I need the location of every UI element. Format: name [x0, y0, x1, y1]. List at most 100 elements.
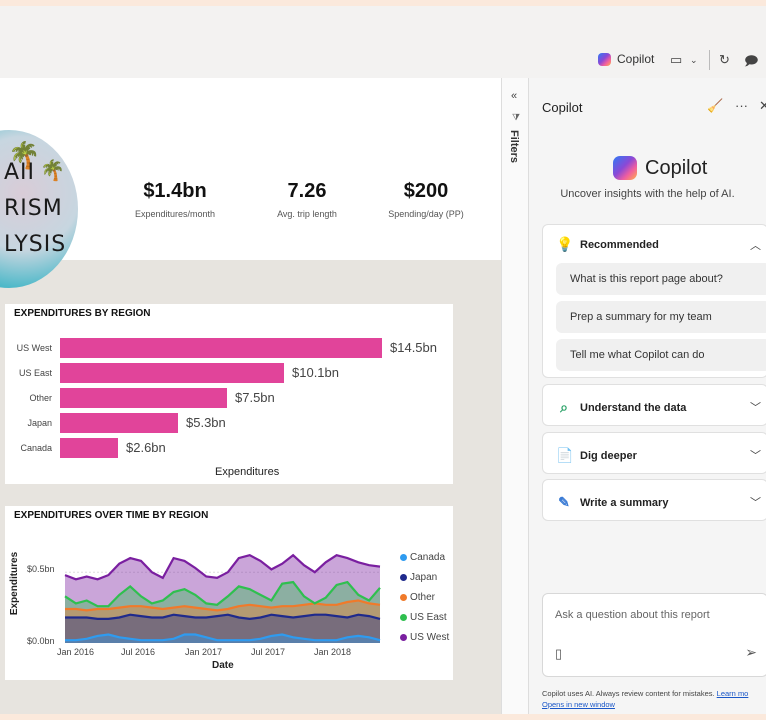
bar-value-label: $7.5bn	[235, 390, 275, 405]
bar-category-label: Japan	[27, 418, 52, 428]
y-tick: $0.5bn	[27, 564, 55, 574]
bar[interactable]	[60, 413, 178, 433]
area-chart-title: EXPENDITURES OVER TIME BY REGION	[14, 510, 209, 521]
more-options-icon[interactable]: ···	[735, 98, 748, 113]
area-fill-us_east	[65, 582, 380, 643]
chevron-down-icon[interactable]: ⌄	[690, 55, 698, 65]
bar[interactable]	[60, 338, 382, 358]
area-chart-xlabel: Date	[212, 660, 234, 671]
view-icon[interactable]: ▭	[670, 52, 683, 67]
legend-other[interactable]: Other	[400, 592, 435, 603]
kpi-band: 🌴 🌴 AII RISM LYSIS $1.4bn Expenditures/m…	[0, 78, 501, 288]
palm-icon: 🌴	[40, 160, 65, 182]
filters-label[interactable]: Filters	[508, 130, 520, 164]
palm-icon: 🌴	[8, 140, 41, 170]
bar[interactable]	[60, 388, 227, 408]
write-summary-section[interactable]: ✎ Write a summary ﹀	[542, 479, 766, 521]
filters-pane-collapsed[interactable]: « ⧩ Filters	[501, 78, 529, 714]
bar[interactable]	[60, 363, 284, 383]
recommended-section: 💡 Recommended ︿ What is this report page…	[542, 224, 766, 378]
chevron-down-icon[interactable]: ﹀	[750, 497, 761, 509]
legend-dot	[400, 594, 407, 601]
disclaimer-text: Copilot uses AI. Always review content f…	[542, 689, 715, 698]
series-line-other[interactable]	[65, 599, 381, 612]
copilot-logo-icon	[613, 156, 637, 180]
copilot-hero-title: Copilot	[645, 156, 708, 179]
ask-input-placeholder[interactable]: Ask a question about this report	[555, 609, 710, 621]
dig-deeper-header: 📄 Dig deeper	[556, 447, 637, 464]
x-tick: Jan 2018	[314, 647, 352, 657]
hero-text-line: AII	[4, 160, 36, 185]
section-label: Dig deeper	[580, 449, 637, 462]
legend-us-east[interactable]: US East	[400, 612, 447, 623]
prompt-what-can-do[interactable]: Tell me what Copilot can do	[556, 339, 766, 371]
bar-chart-card[interactable]: EXPENDITURES BY REGION US West $14.5bn US …	[5, 304, 453, 484]
toolbar-copilot-button[interactable]: Copilot	[598, 52, 654, 66]
refresh-icon[interactable]: ↻	[719, 52, 730, 67]
understand-section[interactable]: ⌕ Understand the data ﹀	[542, 384, 766, 426]
legend-us-west[interactable]: US West	[400, 632, 449, 643]
ask-input-box[interactable]: Ask a question about this report ▯ ➢	[542, 593, 766, 677]
recommended-header[interactable]: 💡 Recommended	[556, 236, 659, 253]
bar-value-label: $10.1bn	[292, 365, 339, 380]
legend-dot	[400, 634, 407, 641]
copilot-subtitle: Uncover insights with the help of AI.	[560, 188, 735, 200]
series-line-japan[interactable]	[65, 613, 381, 621]
chevron-down-icon[interactable]: ﹀	[750, 450, 761, 462]
kpi-value: $1.4bn	[143, 180, 207, 202]
section-label: Recommended	[580, 238, 659, 251]
filter-icon: ⧩	[512, 112, 521, 122]
chevron-up-icon[interactable]: ︿	[750, 240, 761, 252]
legend-label: Other	[410, 592, 436, 603]
dig-deeper-section[interactable]: 📄 Dig deeper ﹀	[542, 432, 766, 474]
legend-japan[interactable]: Japan	[400, 572, 437, 583]
copilot-logo-icon	[598, 52, 611, 66]
hero-image: 🌴 🌴 AII RISM LYSIS	[0, 130, 78, 288]
legend-canada[interactable]: Canada	[400, 552, 445, 563]
app-frame: Copilot ▭ ⌄ ↻ 🗩 🌴 🌴 AII RISM LYSIS $1.4b…	[0, 6, 766, 714]
prompt-prep-summary[interactable]: Prep a summary for my team	[556, 301, 766, 333]
opens-new-window-link[interactable]: Opens in new window	[542, 700, 615, 709]
write-summary-header: ✎ Write a summary	[556, 494, 668, 511]
prompt-report-page[interactable]: What is this report page about?	[556, 263, 766, 295]
series-line-canada[interactable]	[65, 633, 381, 642]
area-fill-other	[65, 600, 380, 643]
section-label: Write a summary	[580, 496, 669, 509]
x-tick: Jan 2016	[57, 647, 95, 657]
kpi-trip-length: 7.26 Avg. trip length	[252, 180, 362, 219]
understand-header: ⌕ Understand the data	[556, 399, 686, 416]
legend-dot	[400, 574, 407, 581]
x-tick: Jul 2017	[251, 647, 286, 657]
area-chart-card[interactable]: EXPENDITURES OVER TIME BY REGION Expendi…	[5, 506, 453, 680]
x-tick: Jan 2017	[185, 647, 223, 657]
collapse-icon[interactable]: «	[511, 90, 518, 102]
chevron-down-icon[interactable]: ﹀	[750, 402, 761, 414]
disclaimer: Copilot uses AI. Always review content f…	[542, 688, 748, 710]
bar-value-label: $5.3bn	[186, 415, 226, 430]
bar[interactable]	[60, 438, 118, 458]
legend-label: US East	[410, 612, 447, 623]
bar-category-label: Other	[29, 393, 52, 403]
prompt-guide-icon[interactable]: ▯	[555, 646, 563, 661]
legend-dot	[400, 554, 407, 561]
series-line-us_west[interactable]	[64, 553, 381, 581]
document-icon: 📄	[556, 447, 574, 463]
toolbar-copilot-label: Copilot	[617, 52, 655, 66]
area-fill-japan	[65, 614, 380, 643]
x-tick: Jul 2016	[121, 647, 156, 657]
learn-more-link[interactable]: Learn mo	[716, 689, 749, 698]
bar-category-label: US West	[16, 343, 52, 353]
legend-label: Japan	[410, 572, 438, 583]
comment-icon[interactable]: 🗩	[744, 53, 759, 68]
series-line-us_east[interactable]	[64, 580, 381, 608]
bar-value-label: $14.5bn	[390, 340, 437, 355]
send-icon[interactable]: ➢	[745, 644, 757, 660]
kpi-label: Avg. trip length	[277, 209, 337, 219]
close-icon[interactable]: ✕	[759, 98, 766, 113]
kpi-spending-day: $200 Spending/day (PP)	[371, 180, 481, 219]
report-canvas: 🌴 🌴 AII RISM LYSIS $1.4bn Expenditures/m…	[0, 78, 501, 714]
kpi-label: Spending/day (PP)	[388, 209, 464, 219]
broom-icon[interactable]: 🧹	[707, 98, 724, 113]
top-toolbar: Copilot ▭ ⌄ ↻ 🗩	[0, 6, 766, 78]
hero-text-line: RISM	[4, 196, 63, 221]
